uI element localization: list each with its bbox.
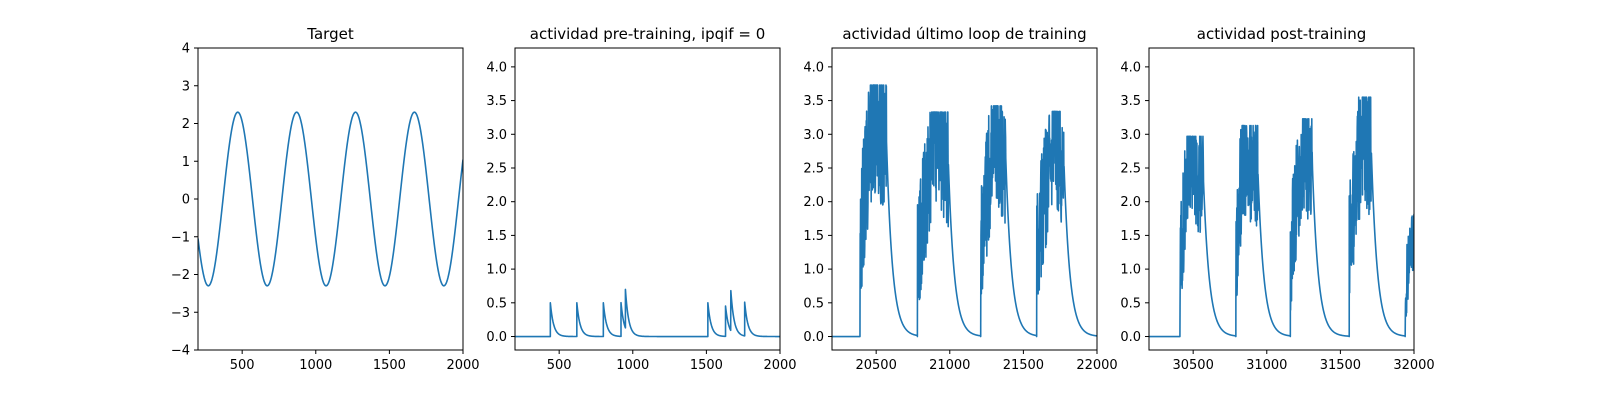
y-tick-label: 1.0 — [803, 263, 824, 278]
y-tick-label: 2.5 — [1120, 161, 1141, 176]
x-tick-label: 30500 — [1172, 358, 1213, 373]
axes-frame — [1148, 47, 1415, 351]
y-tick-label: 2 — [182, 117, 190, 132]
y-tick-label: 0.0 — [486, 330, 507, 345]
y-tick-label: 4.0 — [1120, 60, 1141, 75]
series-line — [515, 288, 780, 338]
y-tick-label: 4 — [182, 42, 190, 57]
x-tick-label: 22000 — [1076, 358, 1117, 373]
subplot-2: actividad pre-training, ipqif = 0 500 1000… — [486, 25, 796, 373]
y-tick-label: 1.0 — [1120, 263, 1141, 278]
chart-title: Target — [306, 25, 354, 43]
y-tick-label: 3 — [182, 79, 190, 94]
x-tick-label: 1000 — [616, 358, 649, 373]
y-tick-label: 1.0 — [486, 263, 507, 278]
y-tick-label: 1.5 — [803, 229, 824, 244]
axes-frame — [514, 47, 781, 351]
y-tick-label: 3.5 — [486, 94, 507, 109]
y-tick-label: 2.5 — [486, 161, 507, 176]
y-tick-label: 3.0 — [803, 128, 824, 143]
y-tick-label: −4 — [171, 344, 190, 359]
y-tick-label: 3.0 — [1120, 128, 1141, 143]
x-tick-label: 21000 — [929, 358, 970, 373]
y-tick-label: 2.5 — [803, 161, 824, 176]
y-tick-label: 3.5 — [803, 94, 824, 109]
x-tick-label: 500 — [230, 358, 255, 373]
y-tick-label: 3.5 — [1120, 94, 1141, 109]
series-line — [198, 111, 463, 287]
subplot-4: actividad post-training 30500 31000 31500 32… — [1120, 25, 1434, 373]
chart-title: actividad último loop de training — [842, 25, 1086, 43]
y-tick-label: 0.5 — [486, 296, 507, 311]
y-tick-label: 2.0 — [1120, 195, 1141, 210]
y-tick-label: 4.0 — [803, 60, 824, 75]
y-tick-label: 0.5 — [803, 296, 824, 311]
x-tick-label: 20500 — [855, 358, 896, 373]
x-tick-label: 21500 — [1003, 358, 1044, 373]
x-tick-label: 32000 — [1393, 358, 1434, 373]
y-tick-label: 2.0 — [486, 195, 507, 210]
y-tick-label: 1 — [182, 155, 190, 170]
subplot-3: actividad último loop de training 20500 21… — [803, 25, 1117, 373]
chart-title: actividad pre-training, ipqif = 0 — [530, 25, 766, 43]
y-tick-label: 3.0 — [486, 128, 507, 143]
x-tick-label: 500 — [547, 358, 572, 373]
y-tick-label: 0.0 — [803, 330, 824, 345]
y-tick-label: 0 — [182, 193, 190, 208]
x-tick-label: 2000 — [763, 358, 796, 373]
x-tick-label: 2000 — [446, 358, 479, 373]
x-tick-label: 31000 — [1246, 358, 1287, 373]
y-tick-label: 4.0 — [486, 60, 507, 75]
x-tick-label: 1500 — [690, 358, 723, 373]
y-tick-label: −1 — [171, 230, 190, 245]
x-tick-label: 31500 — [1320, 358, 1361, 373]
chart-title: actividad post-training — [1197, 25, 1366, 43]
subplot-1: Target 500 1000 1500 2000 −4 −3 −2 −1 0 1 2 3 4 — [171, 25, 480, 373]
axes-frame — [831, 47, 1098, 351]
series-line — [832, 84, 1097, 338]
x-tick-label: 1500 — [373, 358, 406, 373]
y-tick-label: −3 — [171, 306, 190, 321]
x-tick-label: 1000 — [299, 358, 332, 373]
y-tick-label: 0.5 — [1120, 296, 1141, 311]
axes-frame — [197, 47, 464, 351]
y-tick-label: −2 — [171, 268, 190, 283]
y-tick-label: 0.0 — [1120, 330, 1141, 345]
series-line — [1149, 96, 1414, 338]
y-tick-label: 1.5 — [1120, 229, 1141, 244]
y-tick-label: 1.5 — [486, 229, 507, 244]
y-tick-label: 2.0 — [803, 195, 824, 210]
